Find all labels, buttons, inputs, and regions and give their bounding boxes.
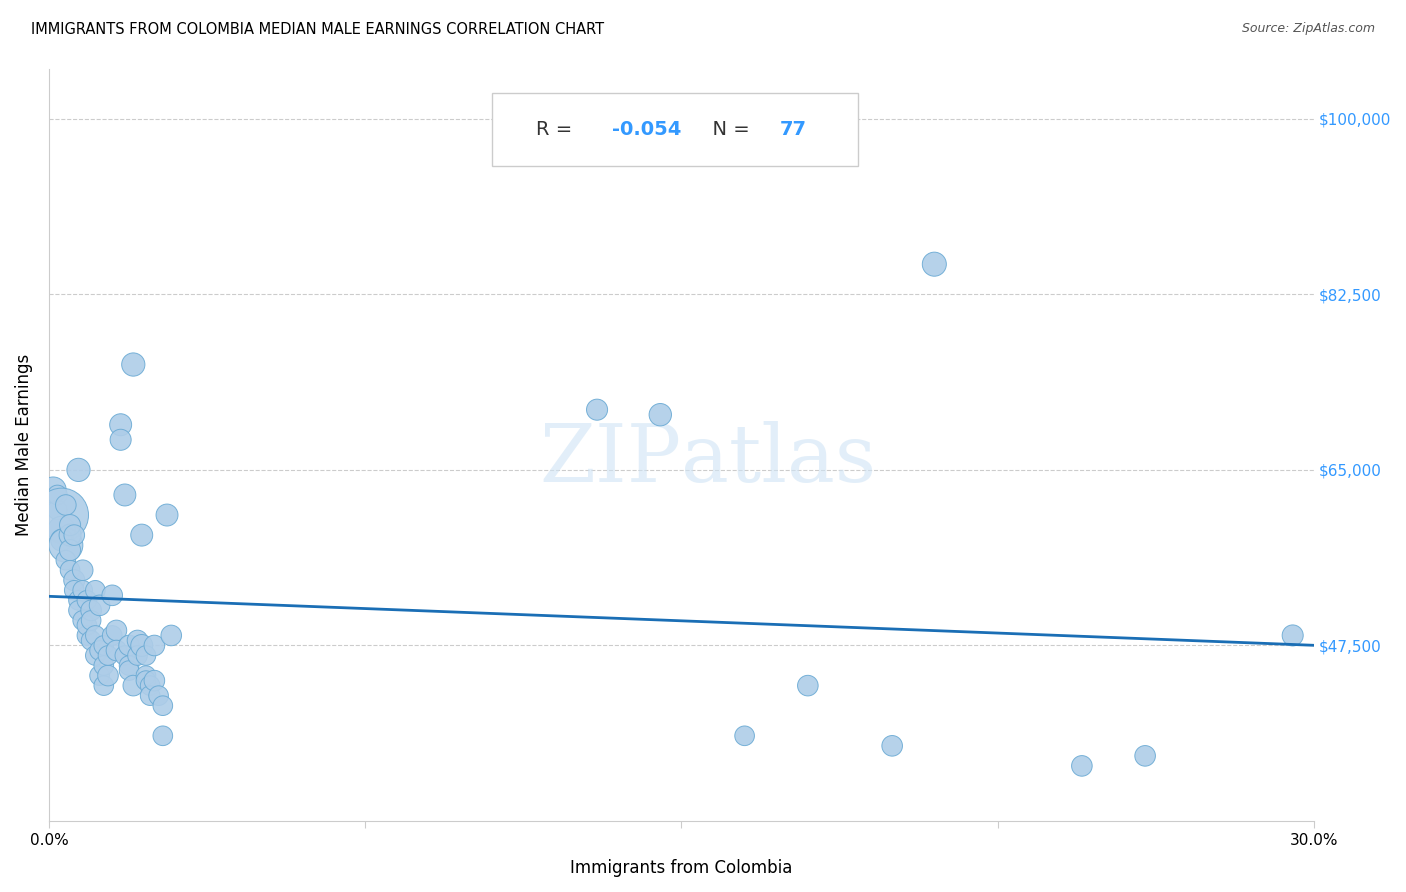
Point bbox=[122, 358, 145, 372]
Point bbox=[76, 628, 98, 642]
Point bbox=[46, 503, 69, 517]
Point bbox=[97, 668, 120, 682]
Point bbox=[1070, 759, 1092, 773]
Point bbox=[101, 628, 124, 642]
Point bbox=[55, 538, 77, 552]
Text: N =: N = bbox=[700, 120, 756, 139]
Point bbox=[59, 518, 82, 533]
Point bbox=[152, 698, 174, 713]
X-axis label: Immigrants from Colombia: Immigrants from Colombia bbox=[571, 859, 793, 877]
Point bbox=[63, 574, 86, 588]
Text: R =: R = bbox=[536, 120, 578, 139]
Point bbox=[59, 563, 82, 577]
Point bbox=[143, 639, 166, 653]
Point bbox=[93, 639, 115, 653]
Point bbox=[63, 528, 86, 542]
FancyBboxPatch shape bbox=[492, 93, 859, 166]
Point bbox=[80, 614, 103, 628]
Point bbox=[114, 488, 136, 502]
Point bbox=[97, 648, 120, 663]
Point bbox=[135, 648, 157, 663]
Point bbox=[89, 643, 111, 657]
Point bbox=[1133, 748, 1156, 763]
Point bbox=[118, 664, 141, 678]
Point bbox=[84, 628, 107, 642]
Point bbox=[118, 658, 141, 673]
Point bbox=[139, 679, 162, 693]
Point bbox=[55, 553, 77, 567]
Point bbox=[72, 583, 94, 598]
Point bbox=[110, 417, 132, 432]
Point bbox=[139, 689, 162, 703]
Point bbox=[72, 563, 94, 577]
Point bbox=[67, 603, 90, 617]
Point bbox=[93, 679, 115, 693]
Point bbox=[51, 533, 73, 548]
Point bbox=[143, 673, 166, 688]
Point bbox=[46, 488, 69, 502]
Point bbox=[148, 689, 170, 703]
Point bbox=[650, 408, 672, 422]
Point bbox=[67, 593, 90, 607]
Point bbox=[55, 498, 77, 512]
Point bbox=[110, 433, 132, 447]
Text: IMMIGRANTS FROM COLOMBIA MEDIAN MALE EARNINGS CORRELATION CHART: IMMIGRANTS FROM COLOMBIA MEDIAN MALE EAR… bbox=[31, 22, 605, 37]
Text: Source: ZipAtlas.com: Source: ZipAtlas.com bbox=[1241, 22, 1375, 36]
Point bbox=[101, 588, 124, 602]
Point bbox=[152, 729, 174, 743]
Point bbox=[122, 679, 145, 693]
Text: -0.054: -0.054 bbox=[612, 120, 681, 139]
Y-axis label: Median Male Earnings: Median Male Earnings bbox=[15, 353, 32, 536]
Point bbox=[1281, 628, 1303, 642]
Point bbox=[89, 668, 111, 682]
Text: ZIP: ZIP bbox=[540, 421, 682, 499]
Point bbox=[80, 603, 103, 617]
Point bbox=[51, 523, 73, 537]
Point bbox=[127, 633, 149, 648]
Point bbox=[131, 528, 153, 542]
Point bbox=[135, 668, 157, 682]
Point bbox=[67, 463, 90, 477]
Point bbox=[93, 658, 115, 673]
Point bbox=[734, 729, 756, 743]
Point bbox=[72, 614, 94, 628]
Point bbox=[127, 648, 149, 663]
Point bbox=[586, 402, 609, 417]
Text: 77: 77 bbox=[780, 120, 807, 139]
Point bbox=[156, 508, 179, 522]
Text: atlas: atlas bbox=[682, 421, 876, 499]
Point bbox=[51, 508, 73, 522]
Point bbox=[797, 679, 820, 693]
Point bbox=[59, 528, 82, 542]
Point bbox=[135, 673, 157, 688]
Point bbox=[89, 599, 111, 613]
Point bbox=[63, 583, 86, 598]
Point bbox=[114, 648, 136, 663]
Point bbox=[160, 628, 183, 642]
Point bbox=[924, 257, 946, 271]
Point bbox=[882, 739, 904, 753]
Point bbox=[76, 618, 98, 632]
Point bbox=[105, 624, 128, 638]
Point bbox=[118, 639, 141, 653]
Point bbox=[84, 648, 107, 663]
Point bbox=[76, 593, 98, 607]
Point bbox=[105, 643, 128, 657]
Point bbox=[84, 583, 107, 598]
Point bbox=[80, 633, 103, 648]
Point bbox=[42, 483, 65, 497]
Point bbox=[59, 543, 82, 558]
Point bbox=[131, 639, 153, 653]
